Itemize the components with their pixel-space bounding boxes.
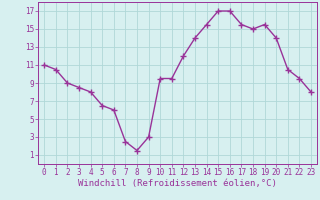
X-axis label: Windchill (Refroidissement éolien,°C): Windchill (Refroidissement éolien,°C) (78, 179, 277, 188)
